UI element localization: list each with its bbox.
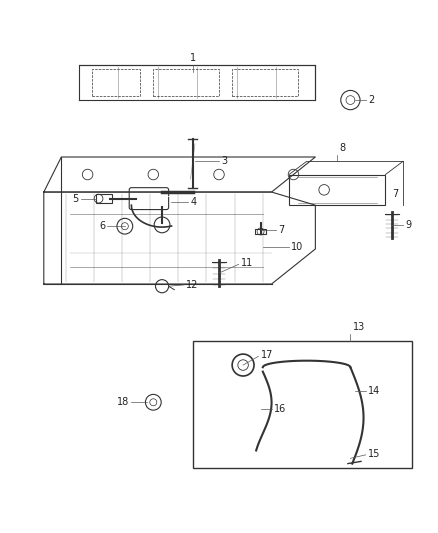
Text: 12: 12 (186, 280, 198, 290)
Text: 3: 3 (221, 156, 227, 166)
Text: 14: 14 (368, 386, 380, 397)
Text: 11: 11 (241, 258, 253, 268)
Text: 15: 15 (368, 449, 380, 459)
Text: 9: 9 (405, 220, 411, 230)
Text: 6: 6 (99, 221, 105, 231)
Text: 4: 4 (191, 197, 197, 207)
Text: 7: 7 (392, 189, 398, 199)
Text: 7: 7 (278, 225, 284, 235)
Text: 17: 17 (261, 350, 273, 360)
Text: 10: 10 (291, 242, 304, 252)
Text: 5: 5 (73, 193, 79, 204)
Text: 2: 2 (368, 95, 374, 105)
Text: 18: 18 (117, 397, 129, 407)
Text: 1: 1 (190, 53, 196, 63)
Text: 16: 16 (274, 404, 286, 414)
Text: 13: 13 (353, 322, 365, 332)
Text: 8: 8 (339, 143, 346, 152)
